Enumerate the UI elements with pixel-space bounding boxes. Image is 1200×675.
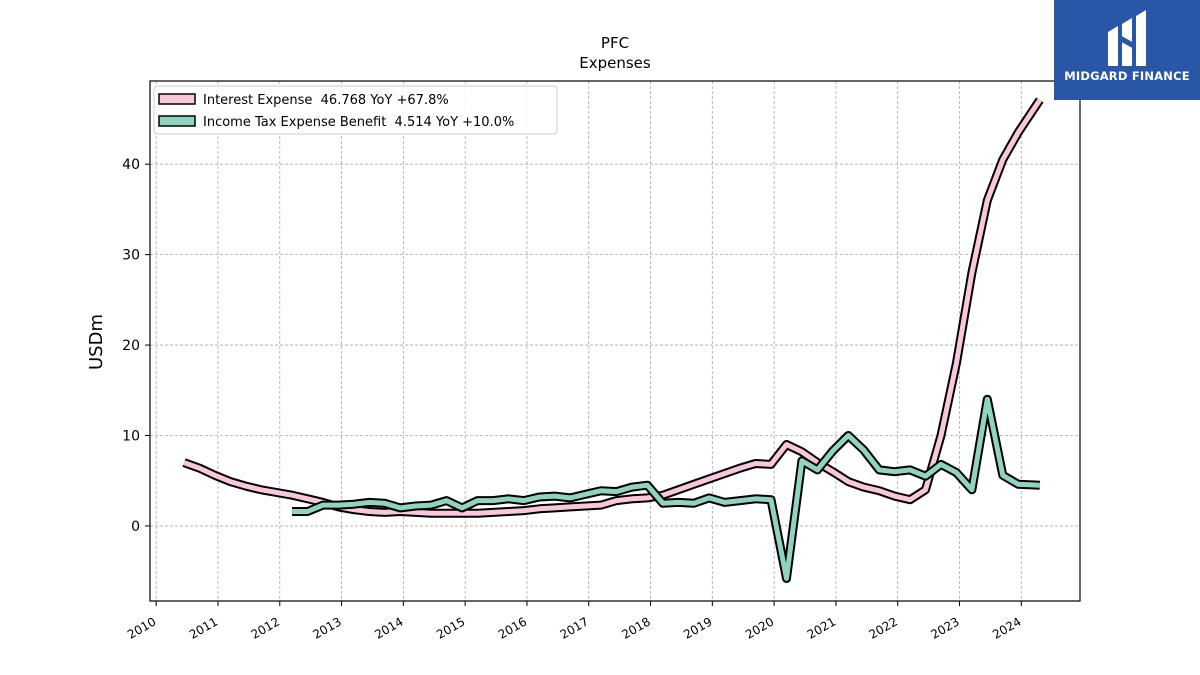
x-tick-label: 2015 <box>434 614 467 641</box>
logo-text: MIDGARD FINANCE <box>1064 69 1190 83</box>
series-0-outline <box>182 97 1044 518</box>
series-layer <box>182 97 1044 583</box>
x-tick-label: 2014 <box>372 614 405 641</box>
y-tick-label: 0 <box>131 519 140 535</box>
brand-logo: MIDGARD FINANCE <box>1054 0 1200 100</box>
legend-swatch-1 <box>158 115 196 127</box>
plot-frame <box>149 80 1081 602</box>
x-tick-label: 2023 <box>928 614 961 641</box>
x-tick-label: 2022 <box>867 614 900 641</box>
y-tick-label: 20 <box>122 338 140 354</box>
grid-lines <box>150 81 1080 601</box>
series-1-line <box>292 396 1040 581</box>
logo-mark-icon <box>1108 10 1146 66</box>
legend-swatch-0 <box>158 93 196 105</box>
y-tick-label: 10 <box>122 429 140 445</box>
axis-ticks: 2010 2011 2012 2013 2014 2015 2016 2017 2018 2019… <box>122 157 1023 642</box>
x-tick-label: 2010 <box>125 614 158 641</box>
y-tick-label: 30 <box>122 248 140 264</box>
legend-label-1: Income Tax Expense Benefit 4.514 YoY +10… <box>203 115 514 130</box>
chart-title: PFC <box>601 34 629 52</box>
x-tick-label: 2016 <box>496 614 529 641</box>
x-tick-label: 2011 <box>187 614 220 641</box>
x-tick-label: 2019 <box>681 614 714 641</box>
series-0-line <box>183 98 1042 516</box>
x-tick-label: 2021 <box>805 614 838 641</box>
legend-label-0: Interest Expense 46.768 YoY +67.8% <box>203 93 449 108</box>
x-tick-label: 2024 <box>990 614 1023 641</box>
x-tick-label: 2013 <box>310 614 343 641</box>
y-axis-label: USDm <box>86 314 107 370</box>
legend: Interest Expense 46.768 YoY +67.8% Income… <box>153 85 558 135</box>
y-tick-label: 40 <box>122 157 140 173</box>
legend-box <box>153 85 558 135</box>
x-tick-label: 2017 <box>558 614 591 641</box>
x-tick-label: 2020 <box>743 614 776 641</box>
x-tick-label: 2012 <box>249 614 282 641</box>
chart-subtitle: Expenses <box>579 54 651 72</box>
x-tick-label: 2018 <box>619 614 652 641</box>
